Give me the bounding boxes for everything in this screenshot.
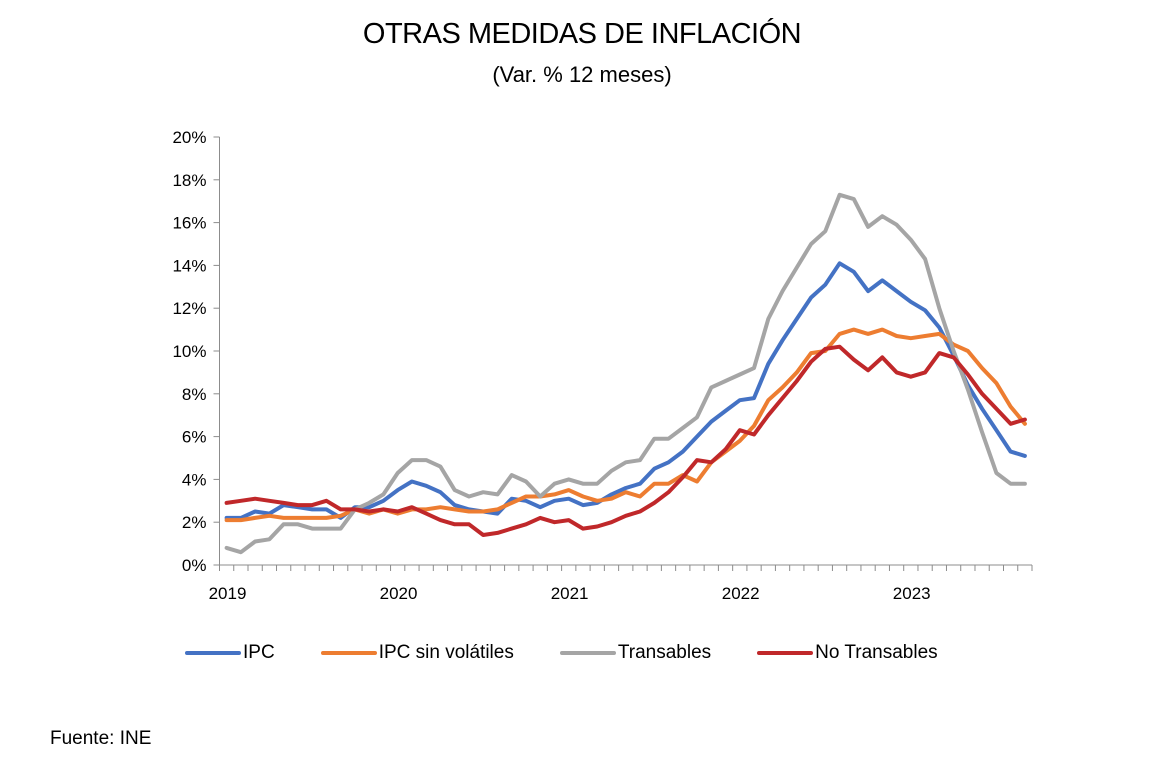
x-tick-label: 2021: [551, 584, 589, 603]
y-tick-label: 4%: [182, 470, 207, 489]
chart-subtitle: (Var. % 12 meses): [492, 62, 672, 87]
legend-swatch-ipc: [185, 651, 241, 655]
legend-item-no-transables: No Transables: [757, 642, 938, 664]
series-group: [224, 192, 1027, 555]
legend: IPC IPC sin volátiles Transables No Tran…: [185, 642, 984, 664]
x-tick-label: 2022: [722, 584, 760, 603]
x-tick-label: 2019: [209, 584, 247, 603]
legend-item-transables: Transables: [559, 642, 712, 664]
y-tick-label: 6%: [182, 428, 207, 447]
y-tick-label: 16%: [172, 214, 206, 233]
x-tick-label: 2023: [893, 584, 931, 603]
legend-label-transables: Transables: [617, 642, 712, 663]
legend-label-no-transables: No Transables: [815, 642, 938, 663]
y-tick-label: 20%: [172, 128, 206, 147]
axes: 0% 2% 4% 6% 8% 10% 12% 14% 16% 18% 20% 2019 2020 2021…: [172, 128, 1033, 603]
series-line-ipc: [224, 261, 1027, 520]
y-tick-label: 8%: [182, 385, 207, 404]
chart-title: OTRAS MEDIDAS DE INFLACIÓN: [362, 18, 802, 50]
y-tick-label: 14%: [172, 256, 206, 275]
legend-swatch-no-transables: [757, 651, 814, 655]
source-note: Fuente: INE: [50, 728, 152, 749]
legend-swatch-ipc-sin-volatiles: [320, 651, 377, 655]
legend-label-ipc: IPC: [243, 642, 275, 663]
series-line-ipc-sin-volatiles: [224, 327, 1027, 523]
y-tick-label: 10%: [172, 342, 206, 361]
series-line-transables: [224, 192, 1027, 555]
legend-item-ipc: IPC: [185, 642, 275, 664]
line-chart: 0% 2% 4% 6% 8% 10% 12% 14% 16% 18% 20% 2019 2020 2021…: [172, 128, 1033, 603]
legend-swatch-transables: [559, 651, 616, 655]
legend-label-ipc-sin-volatiles: IPC sin volátiles: [378, 642, 514, 663]
y-tick-label: 18%: [172, 171, 206, 190]
x-tick-label: 2020: [380, 584, 418, 603]
y-tick-label: 2%: [182, 513, 207, 532]
y-tick-label: 12%: [172, 299, 206, 318]
legend-item-ipc-sin-volatiles: IPC sin volátiles: [320, 642, 514, 664]
y-tick-label: 0%: [182, 556, 207, 575]
series-line-no-transables: [224, 344, 1027, 537]
